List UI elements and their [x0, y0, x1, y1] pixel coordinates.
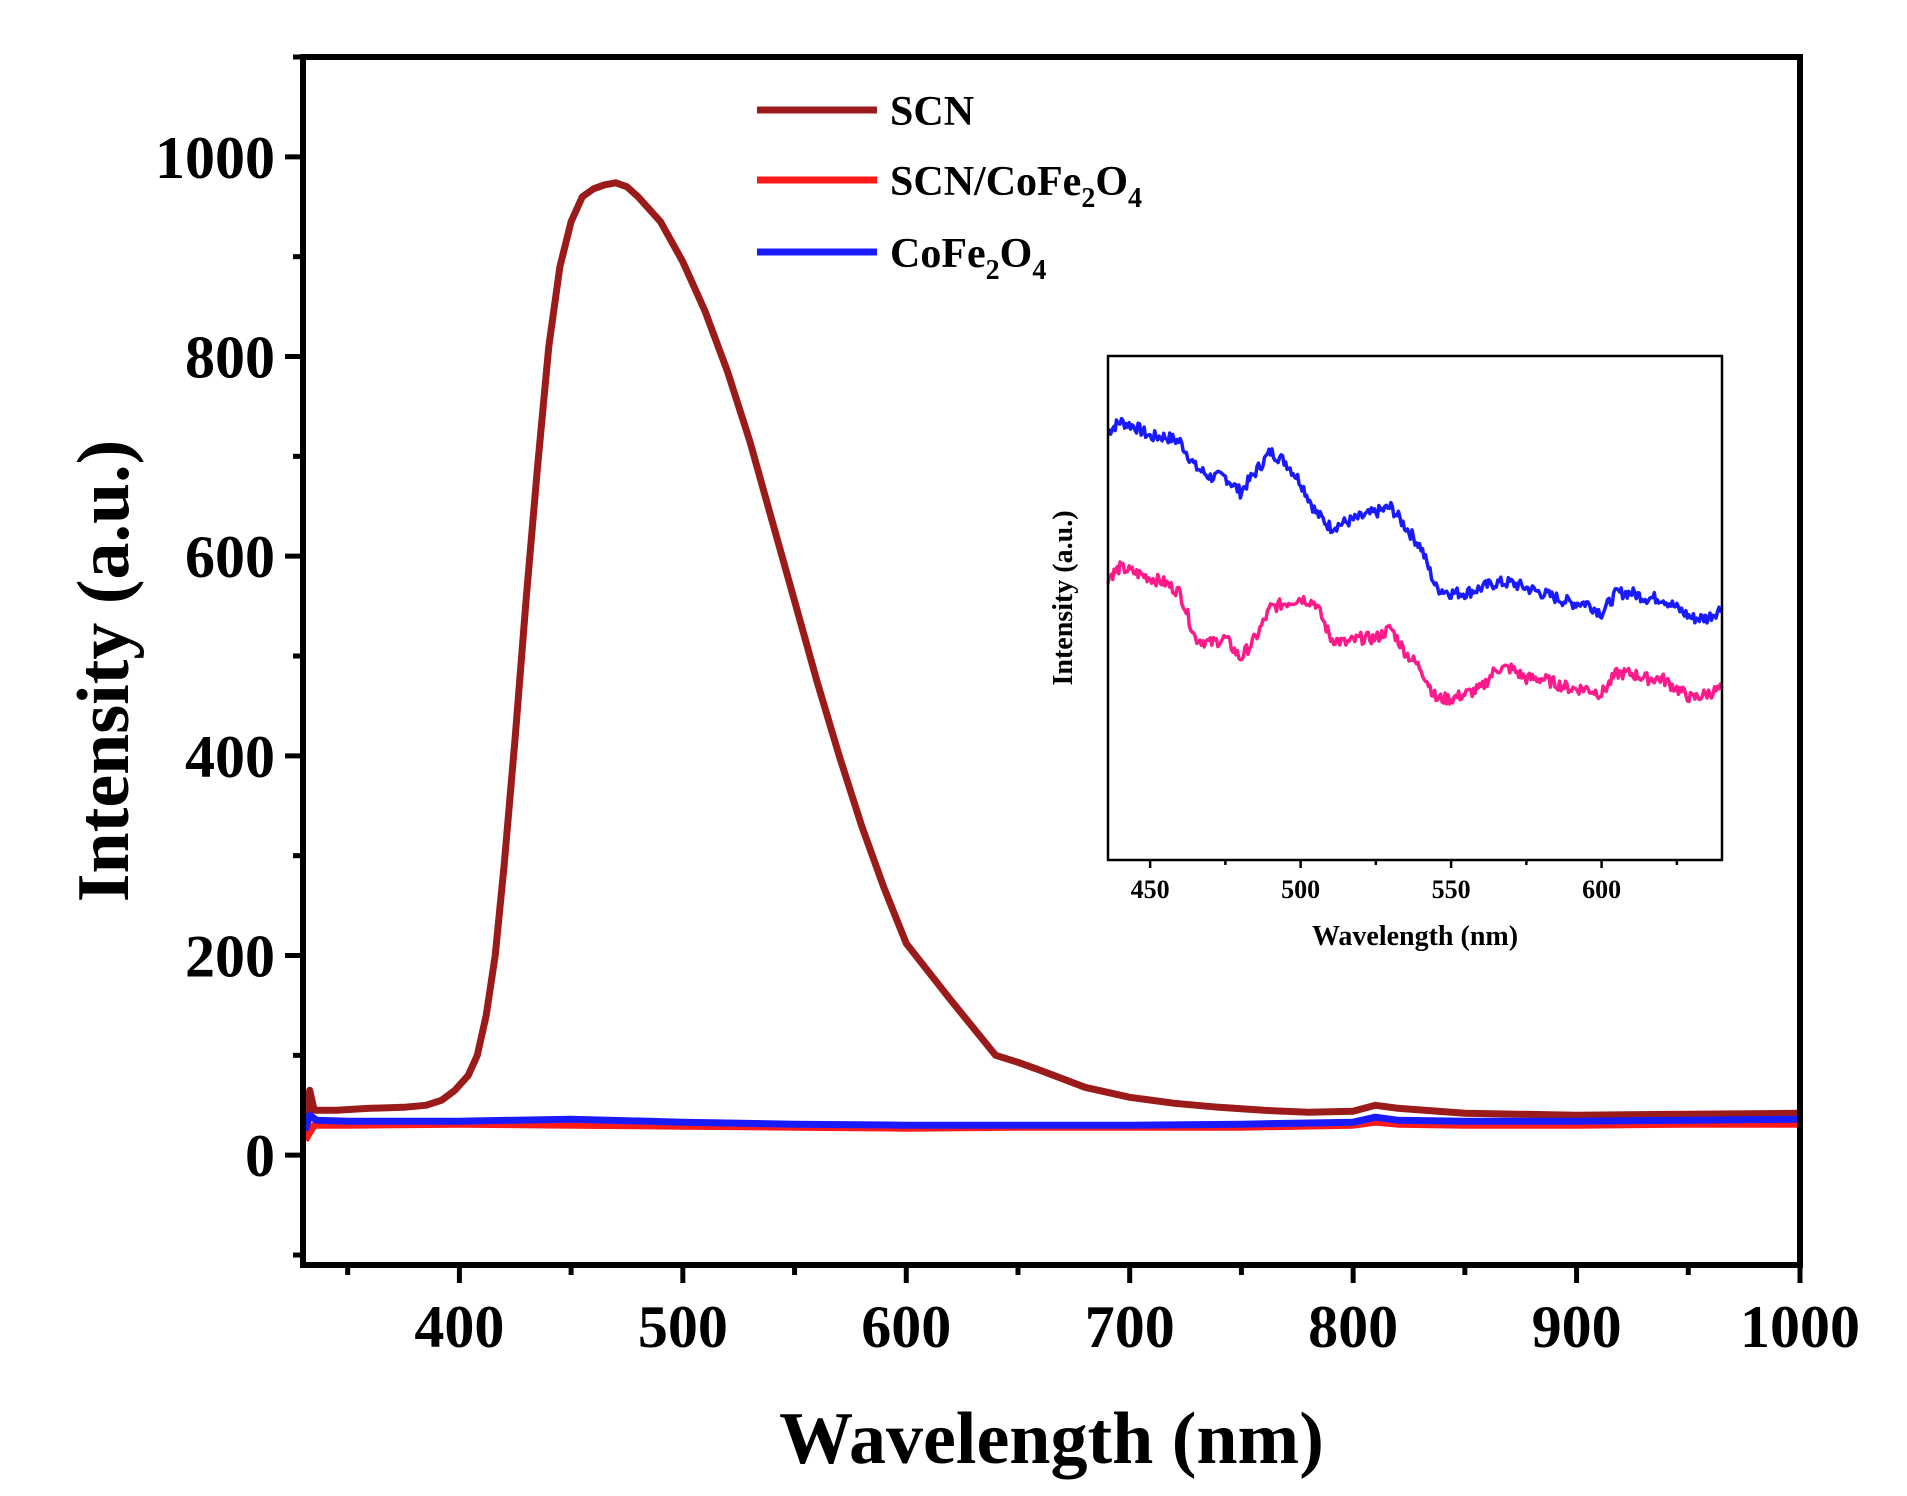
series-line-2: [301, 1111, 1801, 1132]
x-axis-title: Wavelength (nm): [779, 1398, 1324, 1480]
x-tick-label: 500: [638, 1294, 728, 1360]
inset-frame: [1106, 354, 1724, 862]
y-axis-title: Intensity (a.u.): [63, 440, 145, 903]
legend-item: CoFe2O4: [757, 231, 1046, 286]
x-tick-label: 600: [861, 1294, 951, 1360]
x-tick-label: 400: [414, 1294, 504, 1360]
inset-background: [1108, 356, 1722, 860]
series-line-0: [301, 179, 1801, 1136]
inset-series-line-1: [1106, 560, 1724, 706]
y-axis: 0 200 400 600 800 1000: [155, 54, 303, 1258]
y-tick-label: 1000: [155, 125, 275, 191]
y-tick-label: 200: [185, 924, 275, 990]
inset-x-tick-label: 500: [1281, 875, 1320, 904]
y-tick-label: 0: [245, 1123, 275, 1189]
main-plot-frame: [300, 54, 1803, 1268]
inset-series-group: [1106, 416, 1724, 706]
y-tick-label: 600: [185, 524, 275, 590]
legend-label: SCN/CoFe2O4: [890, 159, 1142, 214]
x-tick-label: 1000: [1740, 1294, 1860, 1360]
inset-y-axis-title: Intensity (a.u.): [1048, 510, 1079, 685]
x-tick-label: 700: [1085, 1294, 1175, 1360]
main-plot: 400 500 600 700 800 900 1000 0 200 400 600 800 1000 W…: [63, 54, 1860, 1480]
inset-series-line-0: [1106, 416, 1724, 625]
y-tick-label: 800: [185, 325, 275, 391]
x-tick-label: 800: [1308, 1294, 1398, 1360]
inset-plot: 450 500 550 600 Wavelength (nm) Intensity (a.…: [1048, 354, 1724, 952]
x-axis: 400 500 600 700 800 900 1000: [345, 1265, 1860, 1360]
y-tick-label: 400: [185, 724, 275, 790]
legend-label: CoFe2O4: [890, 231, 1046, 286]
legend: SCN SCN/CoFe2O4 CoFe2O4: [757, 89, 1142, 286]
inset-x-tick-label: 550: [1432, 875, 1471, 904]
legend-item: SCN/CoFe2O4: [757, 159, 1142, 214]
legend-item: SCN: [757, 89, 974, 135]
inset-x-tick-label: 450: [1131, 875, 1170, 904]
x-tick-label: 900: [1532, 1294, 1622, 1360]
inset-x-axis-title: Wavelength (nm): [1312, 921, 1518, 952]
legend-label: SCN: [890, 89, 974, 135]
inset-x-axis: 450 500 550 600: [1131, 860, 1679, 904]
inset-x-tick-label: 600: [1582, 875, 1621, 904]
main-series-group: [301, 179, 1801, 1143]
